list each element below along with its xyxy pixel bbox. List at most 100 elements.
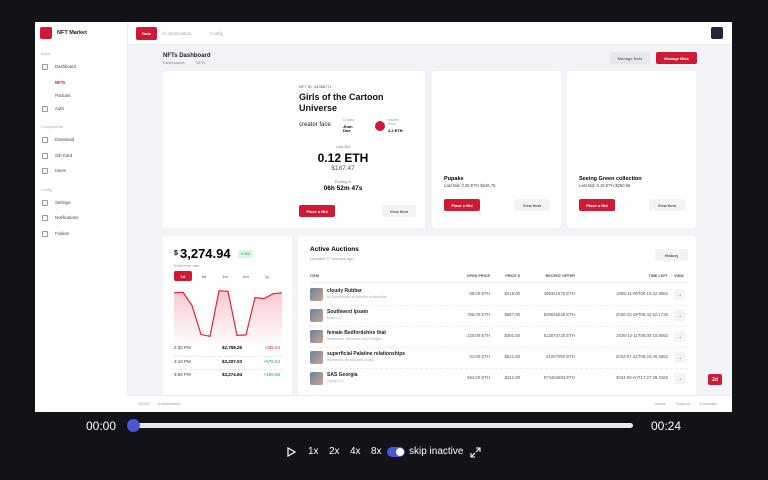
- button[interactable]: Place a Bid: [444, 199, 480, 211]
- last-bid-value: 0.12 ETH: [317, 151, 369, 165]
- table: ITEM OPEN PRICE PRICE $ RECENT OFFER TIME LE…: [298, 236, 696, 401]
- menu-icon: [42, 230, 48, 237]
- view-button[interactable]: →: [674, 331, 685, 342]
- speed[interactable]: 2x: [329, 446, 340, 457]
- copyright: 2023©: [138, 401, 150, 406]
- cell: 2095-11-06T00:10:22.8862: [616, 291, 668, 296]
- featured-card: NFT ID: 34356771 Girls of the Cartoon Un…: [163, 71, 425, 228]
- speeds: 1x 2x 4x 8x: [0, 412, 768, 480]
- column-header: OPEN PRICE: [466, 274, 490, 278]
- menu-item[interactable]: Dashboard: [55, 64, 77, 69]
- nft-card: Seeing Green collection Last Bid: 0.15 ET…: [567, 71, 696, 228]
- skip-label: skip inactive: [409, 446, 464, 457]
- nav-tab[interactable]: Data: [136, 27, 157, 40]
- view-button[interactable]: →: [674, 289, 685, 300]
- button[interactable]: View Item: [382, 205, 416, 217]
- progress-track[interactable]: [128, 423, 633, 428]
- last-bid-usd: $187.47: [331, 165, 355, 172]
- app-frame: NFT Market Apps Dashboard NFTs Podcast Auth C…: [35, 22, 732, 412]
- card-title: Pupaks: [444, 176, 464, 182]
- item-sub: Milan LLC: [327, 316, 343, 320]
- view-button[interactable]: →: [674, 352, 685, 363]
- speed[interactable]: 8x: [371, 446, 382, 457]
- menu-item[interactable]: Settings: [55, 199, 71, 205]
- chart-area: [174, 290, 282, 346]
- section-label: Config: [41, 187, 52, 192]
- tab[interactable]: 6m: [243, 273, 249, 279]
- content: NFTs Dashboard Dashboards NFTs Manage Bi…: [128, 45, 732, 401]
- change: +576.24: [263, 358, 280, 364]
- nav-tab[interactable]: Config: [210, 31, 224, 36]
- badge: 0.5%: [238, 250, 254, 258]
- company: Keenthemes: [158, 401, 181, 406]
- tab[interactable]: 5d: [201, 273, 207, 279]
- badge[interactable]: 2d: [708, 374, 722, 385]
- breadcrumb: NFTs: [196, 60, 206, 65]
- menu-item[interactable]: Folders: [55, 230, 70, 236]
- cell: 2036-12-11T06:00:10.8062: [616, 333, 668, 338]
- price: $3,274.94: [222, 372, 243, 377]
- footer-link[interactable]: Support: [676, 401, 691, 406]
- menu-item[interactable]: NFTs: [55, 79, 66, 85]
- cell: $415.00: [504, 291, 520, 296]
- fullscreen[interactable]: [470, 447, 481, 458]
- menu-item[interactable]: Gift Card: [55, 152, 73, 158]
- price-card: $ 3,274.94 0.5% Ethereum rate 1d 5d 1m 6m 1y…: [163, 236, 292, 401]
- time: 3:55 PM: [174, 372, 191, 377]
- tab[interactable]: 1d: [174, 271, 192, 281]
- button[interactable]: Manage Bids: [656, 52, 697, 64]
- menu-icon: [42, 168, 48, 174]
- toggle[interactable]: [387, 447, 405, 457]
- footer-link[interactable]: Purchase: [700, 401, 717, 406]
- button[interactable]: View Item: [649, 199, 685, 211]
- label: Instant Price: [388, 118, 399, 126]
- button[interactable]: Place a Bid: [299, 205, 335, 217]
- button[interactable]: Place a Bid: [579, 199, 615, 211]
- button[interactable]: Manage Bids: [610, 52, 650, 64]
- card-title: Active Auctions: [310, 246, 359, 253]
- menu-item[interactable]: Auth: [55, 105, 64, 111]
- menu-icon: [42, 137, 48, 143]
- section-label: Components: [41, 125, 63, 129]
- tab[interactable]: 1y: [264, 273, 270, 279]
- divider: [174, 355, 282, 357]
- time: 3:10 PM: [174, 358, 191, 364]
- menu-icon: [42, 215, 48, 221]
- ending: 06h 52m 47s: [323, 184, 363, 192]
- price-rows: 2:30 PM $2,759.26 -335.34 3:10 PM $3,207.03 +…: [163, 345, 292, 401]
- divider: [174, 369, 282, 370]
- item-sub: Grady LLC: [327, 379, 344, 383]
- currency: $: [174, 250, 178, 257]
- button[interactable]: View Item: [514, 199, 550, 211]
- cell: 220.00 ETH: [467, 333, 490, 338]
- avatar[interactable]: [711, 27, 723, 39]
- view-button[interactable]: →: [674, 373, 685, 384]
- progress-knob[interactable]: [127, 419, 140, 432]
- divider: [310, 305, 688, 306]
- label: Ending in: [334, 178, 352, 184]
- play-button[interactable]: [286, 447, 296, 457]
- nav-tab[interactable]: Customization: [163, 31, 192, 36]
- view-button[interactable]: →: [674, 310, 685, 321]
- menu-icon: [42, 199, 48, 206]
- item-thumb: [310, 309, 323, 322]
- tab[interactable]: 1m: [222, 273, 228, 279]
- column-header: ITEM: [310, 274, 320, 278]
- price: 3,274.94: [180, 246, 231, 261]
- speed[interactable]: 1x: [308, 446, 319, 457]
- speed[interactable]: 4x: [350, 446, 361, 457]
- item-name: cloudy Rubber: [327, 288, 363, 294]
- nft-id: NFT ID: 34356771: [299, 84, 332, 89]
- button[interactable]: History: [655, 249, 688, 261]
- instant-price: 4.2 ETH: [388, 128, 403, 133]
- menu-item[interactable]: Notifications: [55, 215, 79, 220]
- menu-item[interactable]: Download: [55, 137, 75, 142]
- footer-link[interactable]: About: [655, 401, 666, 406]
- cell: 513074720 ETH: [543, 333, 575, 338]
- subtitle: Updated 37 minutes ago: [310, 256, 354, 261]
- price-chart: [174, 290, 282, 346]
- creator-img: creator face: [299, 122, 331, 128]
- menu-item[interactable]: Podcast: [55, 92, 71, 98]
- menu-item[interactable]: Users: [55, 168, 67, 173]
